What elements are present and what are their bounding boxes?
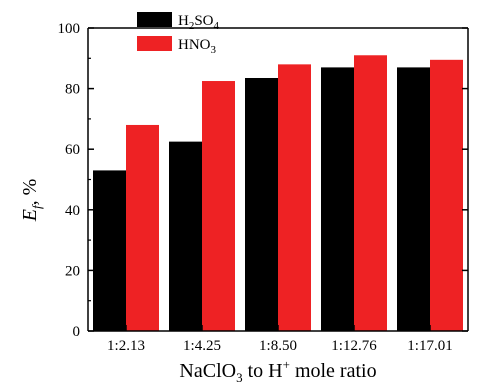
bar-hno3-1 [126,124,159,332]
bar-h2so4-4 [321,67,354,331]
bar-h2so4-3 [245,77,278,332]
legend: H2SO4 HNO3 [137,12,220,56]
y-tick-label-0: 0 [73,324,81,340]
x-axis-title-sup: + [283,357,290,372]
y-tick-label-60: 60 [65,142,80,158]
x-ticks-group: 1:2.13 1:4.25 1:8.50 1:12.76 1:17.01 [107,325,453,354]
legend-swatch-h2so4 [137,12,172,27]
y-axis-title-rest: , % [19,179,41,206]
bar-h2so4-5 [397,67,430,331]
x-tick-label-4: 1:12.76 [331,338,377,354]
bar-h2so4-2 [169,141,202,331]
x-tick-label-1: 1:2.13 [107,338,145,354]
legend-label-h2so4: H2SO4 [178,13,220,32]
x-tick-label-2: 1:4.25 [183,338,221,354]
y-tick-label-40: 40 [65,203,80,219]
y-ticks-group: 0 20 40 60 80 100 [58,21,468,340]
y-tick-label-80: 80 [65,82,80,98]
y-axis-title-main: E [19,209,41,222]
x-axis-title-b: to H [243,360,283,382]
y-tick-label-20: 20 [65,263,80,279]
bar-hno3-2 [202,81,235,332]
y-axis-title: Ef, % [19,179,44,223]
legend-label-hno3: HNO3 [178,37,217,56]
x-axis-title-sub: 3 [236,370,243,383]
y-tick-label-100: 100 [58,21,81,37]
x-tick-label-5: 1:17.01 [407,338,452,354]
x-axis-title-a: NaClO [179,360,236,382]
bars-group [93,55,463,332]
bar-hno3-3 [278,64,311,332]
bar-hno3-4 [354,55,387,332]
x-tick-label-3: 1:8.50 [259,338,297,354]
bar-hno3-5 [430,59,463,331]
x-axis-title: NaClO3 to H+ mole ratio [179,357,376,383]
bar-h2so4-1 [93,170,126,331]
legend-swatch-hno3 [137,36,172,51]
x-axis-title-c: mole ratio [290,360,377,382]
y-axis-title-sub: f [29,203,44,209]
